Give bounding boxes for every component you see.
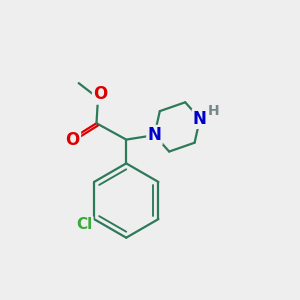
Text: N: N	[148, 126, 161, 144]
Text: N: N	[193, 110, 207, 128]
Text: O: O	[66, 130, 80, 148]
Text: H: H	[208, 104, 219, 118]
Text: Cl: Cl	[76, 217, 92, 232]
Text: O: O	[93, 85, 107, 103]
